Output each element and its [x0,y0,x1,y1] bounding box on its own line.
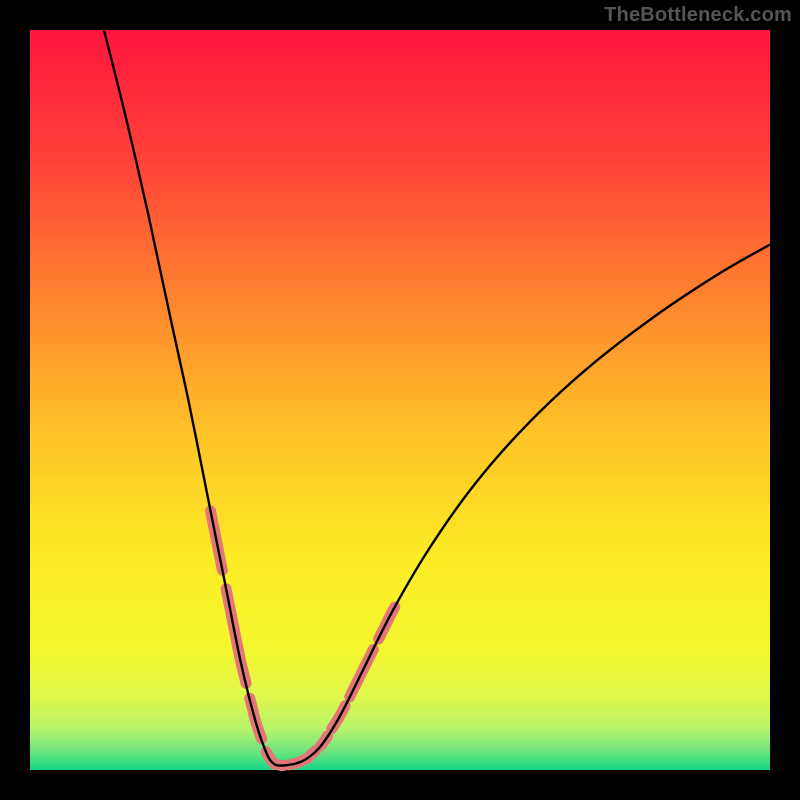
plot-background [30,30,770,770]
chart-frame: TheBottleneck.com [0,0,800,800]
watermark-text: TheBottleneck.com [604,4,792,27]
bottleneck-chart [0,0,800,800]
